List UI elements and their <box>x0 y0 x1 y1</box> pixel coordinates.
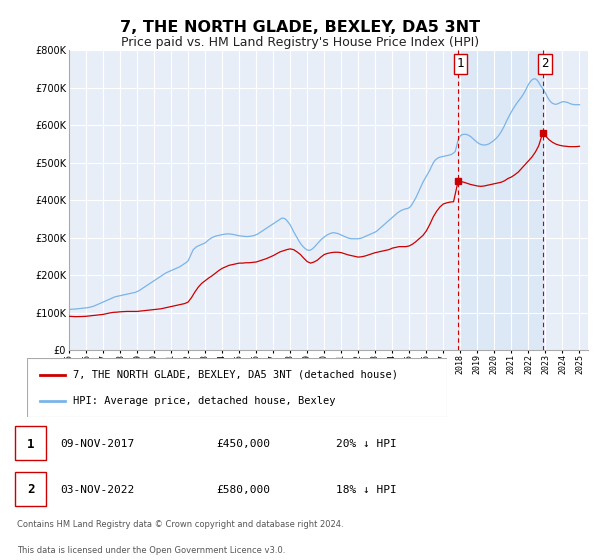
Text: 20% ↓ HPI: 20% ↓ HPI <box>336 439 397 449</box>
Text: 1: 1 <box>27 438 34 451</box>
Text: 03-NOV-2022: 03-NOV-2022 <box>60 485 134 495</box>
Bar <box>458 50 543 350</box>
Text: 1: 1 <box>457 57 464 71</box>
Text: Price paid vs. HM Land Registry's House Price Index (HPI): Price paid vs. HM Land Registry's House … <box>121 36 479 49</box>
Text: This data is licensed under the Open Government Licence v3.0.: This data is licensed under the Open Gov… <box>17 546 285 555</box>
Text: 7, THE NORTH GLADE, BEXLEY, DA5 3NT: 7, THE NORTH GLADE, BEXLEY, DA5 3NT <box>120 20 480 35</box>
Text: 2: 2 <box>27 483 34 496</box>
Text: 2: 2 <box>542 57 549 71</box>
Text: 09-NOV-2017: 09-NOV-2017 <box>60 439 134 449</box>
FancyBboxPatch shape <box>15 426 46 460</box>
Text: 7, THE NORTH GLADE, BEXLEY, DA5 3NT (detached house): 7, THE NORTH GLADE, BEXLEY, DA5 3NT (det… <box>73 370 398 380</box>
FancyBboxPatch shape <box>15 472 46 506</box>
Text: 18% ↓ HPI: 18% ↓ HPI <box>336 485 397 495</box>
Text: Contains HM Land Registry data © Crown copyright and database right 2024.: Contains HM Land Registry data © Crown c… <box>17 520 343 529</box>
Text: HPI: Average price, detached house, Bexley: HPI: Average price, detached house, Bexl… <box>73 396 336 406</box>
FancyBboxPatch shape <box>27 358 447 417</box>
Text: £450,000: £450,000 <box>216 439 270 449</box>
Text: £580,000: £580,000 <box>216 485 270 495</box>
